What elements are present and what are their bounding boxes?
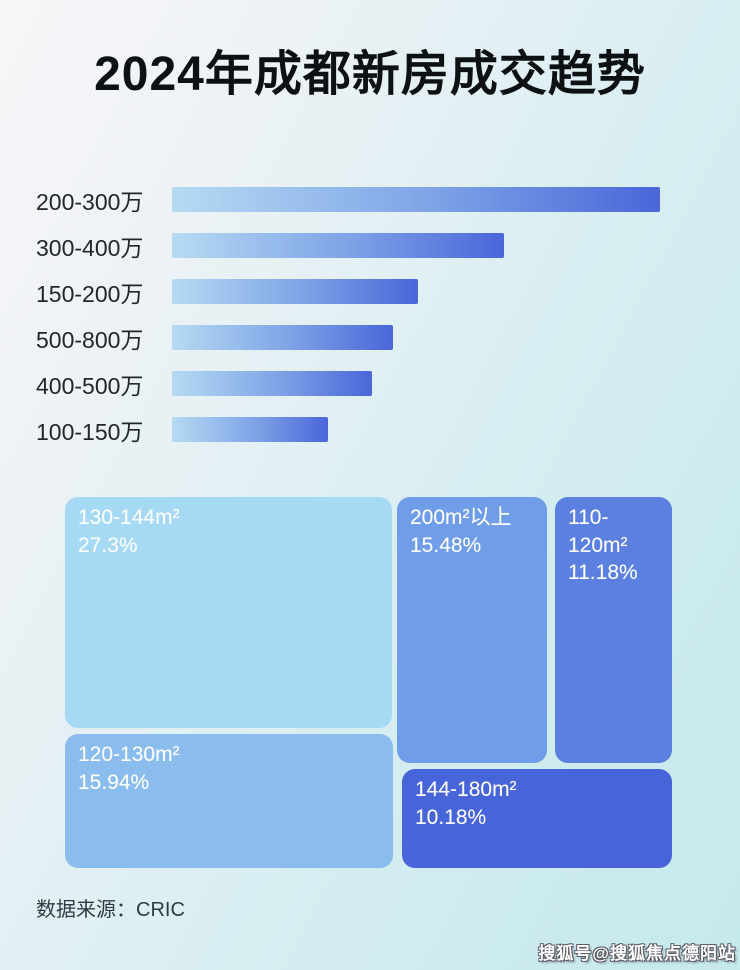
treemap-block-label: 144-180m² [415,778,517,801]
bar-category-label: 100-150万 [36,418,144,445]
treemap-block-percent: 27.3% [78,533,138,557]
bar-fill [172,187,660,212]
treemap-block-label: 200m²以上 [410,506,512,529]
bar-track [172,371,704,396]
area-share-treemap: 130-144m² 27.3% 120-130m² 15.94% 200m²以上 15.4… [65,497,672,868]
bar-category-label: 500-800万 [36,326,144,353]
treemap-block: 110-120m² 11.18% [555,497,672,763]
treemap-block-percent: 10.18% [415,805,487,829]
bar-row: 100-150万 [36,417,704,445]
treemap-block: 130-144m² 27.3% [65,497,392,728]
bar-fill [172,279,418,304]
bar-category-label: 400-500万 [36,372,144,399]
bar-row: 200-300万 [36,187,704,215]
bar-track [172,187,704,212]
bar-fill [172,233,504,258]
bar-row: 400-500万 [36,371,704,399]
bar-category-label: 300-400万 [36,234,144,261]
bar-track [172,325,704,350]
page-title: 2024年成都新房成交趋势 [94,48,646,101]
bar-track [172,417,704,442]
bar-row: 150-200万 [36,279,704,307]
price-range-bar-chart: 200-300万 300-400万 150-200万 500-800万 400-500万… [36,187,704,463]
bar-row: 300-400万 [36,233,704,261]
bar-category-label: 200-300万 [36,188,144,215]
bar-track [172,233,704,258]
bar-track [172,279,704,304]
treemap-block: 144-180m² 10.18% [402,769,672,868]
treemap-block-label: 130-144m² [78,506,180,529]
treemap-block-percent: 15.48% [410,533,482,557]
treemap-block: 120-130m² 15.94% [65,734,393,868]
bar-category-label: 150-200万 [36,280,144,307]
treemap-block-percent: 15.94% [78,770,150,794]
bar-row: 500-800万 [36,325,704,353]
bar-fill [172,417,328,442]
bar-fill [172,325,393,350]
bar-fill [172,371,372,396]
watermark-label: 搜狐号@搜狐焦点德阳站 [538,944,736,963]
data-source-label: 数据来源：CRIC [36,899,185,921]
treemap-block-label: 120-130m² [78,743,180,766]
treemap-block-label: 110-120m² [568,506,628,557]
treemap-block: 200m²以上 15.48% [397,497,547,763]
treemap-block-percent: 11.18% [568,561,638,585]
